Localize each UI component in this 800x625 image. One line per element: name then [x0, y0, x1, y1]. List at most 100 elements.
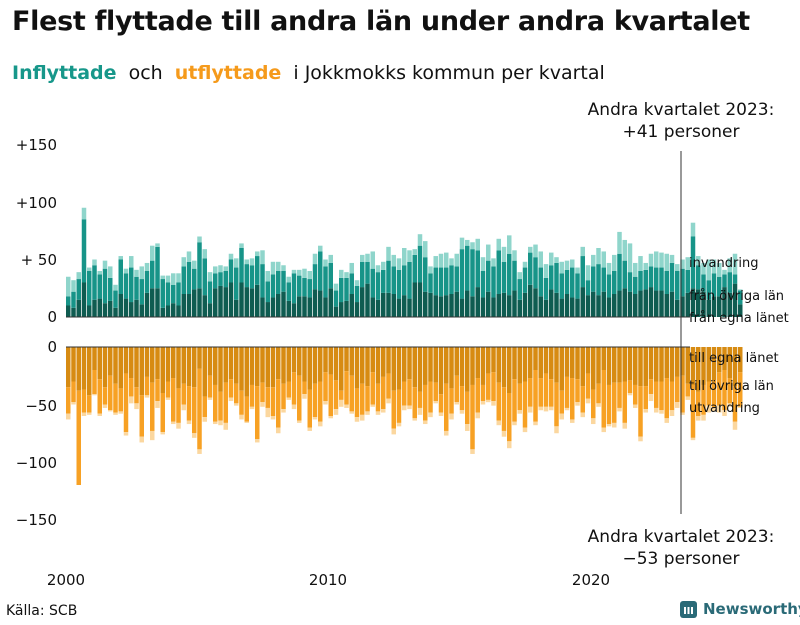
bar-in-other-96 — [570, 267, 575, 298]
bar-in-other-28 — [213, 273, 218, 289]
bar-out-own-90 — [538, 347, 543, 379]
bar-in-immig-49 — [323, 259, 328, 267]
bar-out-own-103 — [606, 347, 612, 385]
bar-out-other-123 — [711, 380, 717, 408]
bar-out-other-35 — [249, 384, 255, 407]
bar-out-own-47 — [312, 347, 318, 384]
bar-in-immig-88 — [528, 246, 533, 253]
bar-in-other-124 — [717, 276, 722, 297]
bar-in-other-97 — [575, 273, 580, 299]
bar-out-other-43 — [291, 372, 297, 405]
bar-in-own-67 — [417, 282, 423, 317]
bar-in-immig-9 — [113, 284, 118, 291]
bar-out-own-60 — [381, 347, 386, 377]
bar-in-immig-99 — [585, 265, 591, 281]
bar-in-immig-98 — [580, 246, 585, 257]
bar-out-other-122 — [706, 381, 711, 406]
bar-in-other-40 — [276, 271, 281, 294]
bar-out-emig-85 — [512, 421, 517, 426]
bar-in-own-111 — [648, 287, 654, 317]
bar-in-immig-38 — [265, 271, 270, 282]
bar-out-own-68 — [423, 347, 428, 385]
annotation-top-line2: +41 personer — [623, 122, 740, 142]
bar-in-own-18 — [160, 307, 165, 317]
bar-in-other-17 — [155, 246, 160, 289]
bar-out-emig-120 — [696, 416, 701, 421]
bar-in-immig-91 — [543, 264, 549, 278]
bar-out-own-120 — [696, 347, 701, 392]
bar-in-other-107 — [627, 272, 633, 292]
bar-out-own-0 — [66, 347, 71, 388]
bar-out-own-5 — [92, 347, 97, 370]
bar-out-other-88 — [528, 378, 533, 407]
bar-in-other-127 — [732, 274, 738, 284]
bar-out-other-34 — [244, 396, 249, 422]
bar-in-other-44 — [297, 275, 302, 297]
bar-out-emig-124 — [717, 405, 722, 413]
bar-out-other-77 — [470, 384, 475, 450]
bar-in-immig-107 — [627, 243, 633, 273]
bar-out-own-97 — [575, 347, 580, 380]
bar-in-other-33 — [239, 248, 244, 283]
bar-in-immig-117 — [680, 259, 685, 269]
bar-in-other-21 — [176, 282, 181, 306]
bar-in-other-84 — [507, 253, 512, 296]
bar-in-other-31 — [228, 259, 234, 283]
bar-out-other-104 — [612, 382, 617, 423]
bar-in-immig-14 — [139, 266, 144, 280]
brand-logo[interactable]: Newsworthy — [680, 600, 800, 618]
bar-in-immig-26 — [202, 249, 207, 259]
bar-out-emig-19 — [165, 397, 171, 400]
bar-in-own-66 — [412, 282, 417, 317]
bar-out-emig-12 — [129, 396, 134, 404]
bar-out-emig-100 — [591, 418, 596, 425]
bar-out-own-125 — [722, 347, 727, 370]
bar-in-other-25 — [197, 242, 202, 289]
bar-out-emig-89 — [533, 421, 538, 426]
bar-out-own-38 — [265, 347, 270, 388]
bar-out-emig-84 — [507, 441, 512, 449]
bar-in-immig-62 — [391, 254, 396, 267]
bar-in-other-83 — [501, 261, 507, 293]
bar-in-other-78 — [475, 250, 480, 288]
bar-in-immig-28 — [213, 266, 218, 274]
bar-out-emig-95 — [564, 407, 570, 411]
bar-in-other-102 — [601, 267, 606, 292]
bar-in-other-64 — [402, 265, 407, 296]
bar-out-emig-39 — [270, 416, 276, 420]
bar-out-other-69 — [428, 381, 433, 413]
y-tick-in-50: + 50 — [21, 251, 57, 269]
bar-out-other-46 — [307, 389, 312, 428]
bar-in-other-3 — [81, 219, 87, 283]
bar-in-immig-34 — [244, 259, 249, 265]
bar-in-own-68 — [423, 291, 428, 317]
bar-out-other-128 — [738, 372, 743, 407]
bar-out-emig-17 — [155, 401, 160, 408]
bar-in-own-96 — [570, 297, 575, 317]
bar-out-emig-50 — [328, 416, 333, 419]
bar-in-other-72 — [444, 267, 449, 296]
bar-in-immig-114 — [664, 253, 669, 271]
bar-in-other-92 — [549, 265, 554, 290]
bar-out-other-119 — [690, 384, 696, 438]
bar-out-emig-128 — [738, 406, 743, 408]
bar-in-other-48 — [318, 251, 323, 291]
bar-in-other-57 — [365, 261, 370, 284]
bar-in-immig-111 — [648, 253, 654, 267]
bar-in-other-58 — [370, 268, 375, 298]
bar-in-other-46 — [307, 279, 312, 298]
brand-name: Newsworthy — [703, 600, 800, 618]
bar-out-emig-32 — [234, 403, 239, 406]
bar-in-own-39 — [270, 297, 276, 317]
bar-in-own-92 — [549, 289, 554, 317]
bar-in-immig-81 — [491, 258, 496, 267]
bar-in-own-102 — [601, 291, 606, 317]
bar-out-other-70 — [433, 382, 438, 402]
bar-out-own-83 — [501, 347, 507, 388]
bar-out-own-53 — [344, 347, 349, 372]
bar-out-emig-66 — [412, 418, 417, 421]
bar-in-own-110 — [643, 289, 648, 317]
bar-in-immig-77 — [470, 242, 475, 250]
bar-out-emig-47 — [312, 417, 318, 420]
